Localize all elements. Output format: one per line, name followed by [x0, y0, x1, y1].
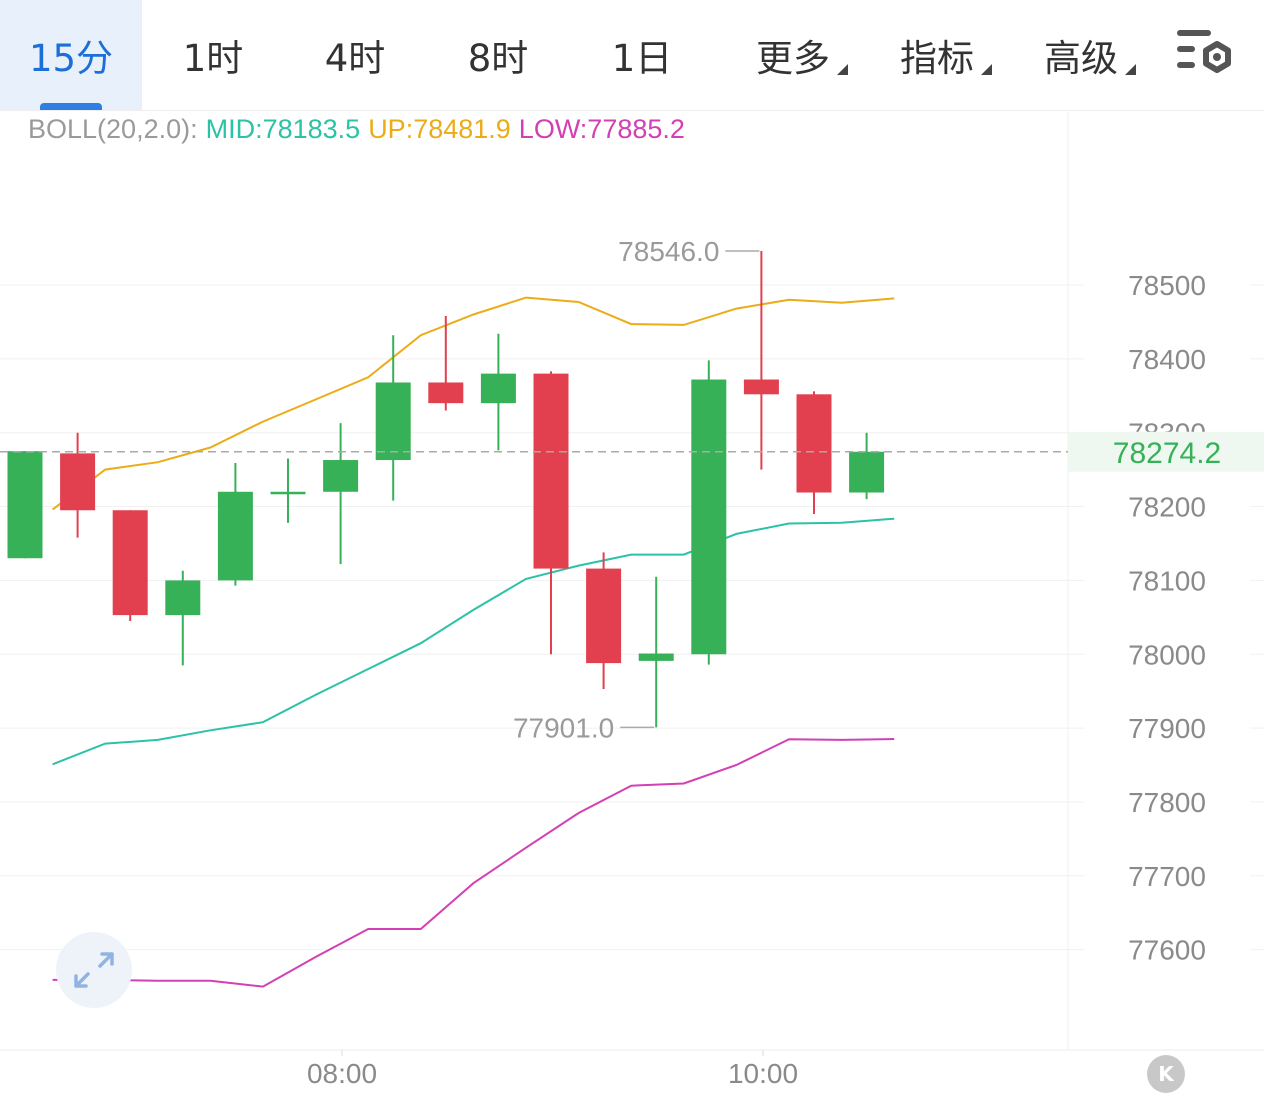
- price-tick-label: 78400: [1128, 344, 1206, 375]
- candle: [480, 333, 516, 451]
- boll-bands: [51, 296, 895, 988]
- candle: [691, 360, 727, 665]
- candle: [7, 451, 43, 559]
- price-tick-label: 78100: [1128, 565, 1206, 596]
- candle-body: [60, 453, 96, 511]
- boll-mid-value: MID:78183.5: [205, 114, 361, 144]
- boll-mid-line: [52, 517, 895, 766]
- interval-tab-bar: 15分 1时 4时 8时 1日 更多 指标 高级: [0, 0, 1264, 111]
- time-axis: 08:00 10:00: [307, 1050, 798, 1089]
- chart-settings-icon: [1177, 30, 1231, 73]
- candles: [7, 251, 885, 728]
- price-tick-label: 78000: [1128, 639, 1206, 670]
- boll-up-value: UP:78481.9: [368, 114, 511, 144]
- price-tick-label: 78200: [1128, 492, 1206, 523]
- tab-indicators-dropdown[interactable]: 指标: [874, 0, 1000, 110]
- candlestick-chart[interactable]: 7850078400783007820078100780007790077800…: [0, 112, 1264, 1093]
- candle-body: [270, 491, 306, 495]
- boll-low-line: [52, 738, 895, 988]
- expand-arrows-icon: [74, 952, 114, 988]
- candle: [638, 576, 674, 728]
- boll-name: BOLL(20,2.0):: [28, 114, 198, 144]
- candle: [60, 432, 96, 538]
- max-price-label: 78546.0: [618, 236, 719, 267]
- price-tick-label: 78500: [1128, 270, 1206, 301]
- candle: [165, 570, 201, 666]
- tab-label: 4时: [324, 37, 386, 80]
- candle-body: [796, 394, 832, 493]
- candle: [586, 552, 622, 689]
- jump-to-latest-button[interactable]: K: [1147, 1055, 1185, 1093]
- candle: [375, 335, 411, 501]
- candle-body: [112, 510, 148, 616]
- candle: [533, 371, 569, 655]
- candle-body: [375, 382, 411, 461]
- fullscreen-button[interactable]: [56, 932, 132, 1008]
- candle: [743, 251, 779, 470]
- candle-body: [323, 460, 359, 492]
- candle-body: [691, 379, 727, 655]
- candle: [796, 391, 832, 514]
- time-tick-label: 08:00: [307, 1058, 377, 1089]
- tab-label: 指标: [900, 37, 974, 80]
- current-price-marker: 78274.2: [0, 431, 1264, 472]
- tab-15min[interactable]: 15分: [0, 0, 142, 110]
- chart-settings-button[interactable]: [1168, 22, 1238, 84]
- tab-1h[interactable]: 1时: [142, 0, 284, 110]
- price-tick-label: 77700: [1128, 861, 1206, 892]
- tab-advanced-dropdown[interactable]: 高级: [1018, 0, 1144, 110]
- chart-gridlines: [0, 284, 1264, 951]
- tab-4h[interactable]: 4时: [284, 0, 426, 110]
- jump-to-latest-icon: K: [1158, 1062, 1174, 1086]
- candle-body: [533, 373, 569, 569]
- candle: [323, 423, 359, 565]
- candle-body: [586, 568, 622, 664]
- candle: [849, 432, 885, 500]
- boll-legend: BOLL(20,2.0): MID:78183.5 UP:78481.9 LOW:77…: [28, 114, 693, 145]
- active-tab-indicator: [40, 103, 102, 110]
- min-price-label: 77901.0: [513, 712, 614, 743]
- tab-more-dropdown[interactable]: 更多: [730, 0, 856, 110]
- tab-label: 1日: [611, 37, 673, 80]
- boll-low-value: LOW:77885.2: [518, 114, 685, 144]
- candle-body: [165, 580, 201, 616]
- tab-label: 15分: [28, 37, 114, 80]
- candle: [428, 316, 464, 411]
- dropdown-caret-icon: [1125, 64, 1136, 75]
- tab-8h[interactable]: 8时: [426, 0, 570, 110]
- candle-body: [743, 379, 779, 395]
- dropdown-caret-icon: [981, 64, 992, 75]
- candle-body: [7, 451, 43, 559]
- candle-body: [638, 653, 674, 661]
- price-axis: 7850078400783007820078100780007790077800…: [1128, 270, 1206, 966]
- candle-body: [849, 451, 885, 493]
- candle-body: [428, 382, 464, 404]
- dropdown-caret-icon: [837, 64, 848, 75]
- tab-label: 8时: [467, 37, 529, 80]
- candle-body: [217, 491, 253, 581]
- current-price-tag: [1068, 431, 1264, 472]
- tab-label: 更多: [756, 37, 830, 80]
- tab-label: 1时: [182, 37, 244, 80]
- tab-1d[interactable]: 1日: [570, 0, 714, 110]
- extreme-price-labels: 78546.0 77901.0: [513, 236, 760, 743]
- price-tick-label: 77800: [1128, 787, 1206, 818]
- price-tick-label: 77600: [1128, 935, 1206, 966]
- candle: [112, 510, 148, 622]
- candle-body: [480, 373, 516, 404]
- candle: [270, 458, 306, 523]
- boll-up-line: [51, 296, 895, 511]
- current-price-label: 78274.2: [1113, 437, 1221, 470]
- candle: [217, 462, 253, 586]
- tab-label: 高级: [1044, 37, 1118, 80]
- price-tick-label: 77900: [1128, 713, 1206, 744]
- time-tick-label: 10:00: [728, 1058, 798, 1089]
